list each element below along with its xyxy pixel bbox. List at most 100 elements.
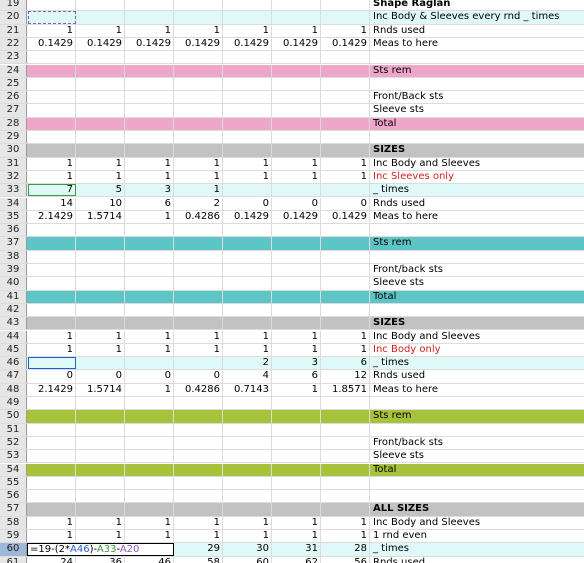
cell bbox=[174, 64, 223, 77]
cell bbox=[76, 11, 125, 24]
row-label: Inc Sleeves only bbox=[373, 170, 455, 182]
cell: 1 bbox=[174, 170, 223, 184]
row-label: SIZES bbox=[373, 317, 406, 329]
cell bbox=[174, 490, 223, 503]
cell bbox=[76, 463, 125, 476]
sheet-row: 45 1 1 1 1 1 1 1 Inc Body only bbox=[0, 343, 584, 358]
row-header: 36 bbox=[0, 224, 27, 237]
sheet-row: 61 24 36 46 58 60 62 56 Rnds used bbox=[0, 556, 584, 563]
row-header: 26 bbox=[0, 91, 27, 104]
cell bbox=[272, 476, 321, 490]
row-label: Sleeve sts bbox=[373, 450, 425, 462]
cell bbox=[321, 117, 370, 130]
cell: 0 bbox=[223, 197, 272, 210]
cell: 0.4286 bbox=[174, 210, 223, 224]
formula-editor[interactable]: =19-(2*A46)-A33-A20 bbox=[27, 543, 174, 556]
row-label: Shape Raglan bbox=[373, 0, 451, 9]
row-header: 47 bbox=[0, 370, 27, 383]
cell bbox=[125, 476, 174, 490]
cell bbox=[27, 423, 76, 436]
sheet-row: 55 bbox=[0, 476, 584, 491]
cell: 1 bbox=[125, 343, 174, 357]
cell: 0.1429 bbox=[174, 37, 223, 51]
sheet-row: 54 Total bbox=[0, 463, 584, 477]
cell: 2 bbox=[174, 197, 223, 210]
row-header: 51 bbox=[0, 423, 27, 436]
formula-part: A20 bbox=[119, 544, 140, 556]
cell bbox=[125, 104, 174, 117]
cell: 1 bbox=[272, 530, 321, 543]
row-header: 30 bbox=[0, 144, 27, 157]
cell: 1 bbox=[272, 516, 321, 529]
cell bbox=[125, 0, 174, 11]
cell bbox=[223, 290, 272, 303]
cell bbox=[174, 303, 223, 317]
sheet-row: 60 29 30 31 28 _ times =19-(2*A46)-A33-A20 bbox=[0, 543, 584, 557]
cell bbox=[272, 64, 321, 77]
cell bbox=[321, 277, 370, 290]
row-header: 45 bbox=[0, 343, 27, 357]
cell bbox=[125, 117, 174, 130]
cell bbox=[27, 397, 76, 410]
cell bbox=[125, 11, 174, 24]
cell: 0.1429 bbox=[321, 37, 370, 51]
cell: 0.1429 bbox=[76, 37, 125, 51]
sheet-row: 19 Shape Raglan bbox=[0, 0, 584, 12]
cell bbox=[125, 237, 174, 250]
cell: 1 bbox=[272, 330, 321, 343]
cell bbox=[223, 184, 272, 197]
cell bbox=[174, 144, 223, 157]
row-header: 34 bbox=[0, 197, 27, 210]
row-label: Inc Body only bbox=[373, 343, 441, 355]
cell bbox=[125, 277, 174, 290]
cell: 1 bbox=[27, 343, 76, 357]
cell: 1 bbox=[76, 516, 125, 529]
cell bbox=[125, 490, 174, 503]
cell: 1 bbox=[27, 530, 76, 543]
sheet-row: 35 2.1429 1.5714 1 0.4286 0.1429 0.1429 0.1429 M… bbox=[0, 210, 584, 225]
cell: 31 bbox=[272, 543, 321, 556]
cell bbox=[321, 490, 370, 503]
cell-selection bbox=[28, 184, 76, 197]
row-label: _ times bbox=[373, 357, 409, 369]
formula-part: - bbox=[116, 544, 120, 556]
cell bbox=[321, 77, 370, 91]
cell: 6 bbox=[321, 357, 370, 370]
row-label: Sleeve sts bbox=[373, 104, 425, 116]
cell: 1 bbox=[174, 343, 223, 357]
cell bbox=[174, 264, 223, 277]
cell bbox=[272, 224, 321, 237]
cell bbox=[27, 51, 76, 64]
row-label: Meas to here bbox=[373, 210, 439, 222]
cell: 1 bbox=[272, 157, 321, 170]
cell bbox=[321, 423, 370, 436]
cell bbox=[272, 317, 321, 330]
cell bbox=[125, 77, 174, 91]
cell bbox=[174, 277, 223, 290]
row-label: Rnds used bbox=[373, 197, 426, 209]
row-header: 42 bbox=[0, 303, 27, 317]
cell bbox=[125, 503, 174, 516]
sheet-row: 42 bbox=[0, 303, 584, 318]
cell bbox=[76, 397, 125, 410]
cell bbox=[272, 463, 321, 476]
cell: 29 bbox=[174, 543, 223, 556]
cell bbox=[272, 11, 321, 24]
cell: 3 bbox=[125, 184, 174, 197]
cell: 3 bbox=[272, 357, 321, 370]
row-label: _ times bbox=[373, 184, 409, 196]
row-header: 20 bbox=[0, 11, 27, 24]
cell bbox=[321, 11, 370, 24]
sheet-row: 56 bbox=[0, 490, 584, 504]
cell bbox=[174, 91, 223, 104]
cell bbox=[321, 51, 370, 64]
cell bbox=[27, 450, 76, 463]
cell bbox=[223, 117, 272, 130]
formula-part: =19-(2* bbox=[30, 544, 70, 556]
cell bbox=[223, 436, 272, 450]
cell bbox=[174, 117, 223, 130]
cell: 1 bbox=[76, 24, 125, 37]
row-header: 31 bbox=[0, 157, 27, 170]
cell bbox=[223, 450, 272, 463]
row-header: 57 bbox=[0, 503, 27, 516]
